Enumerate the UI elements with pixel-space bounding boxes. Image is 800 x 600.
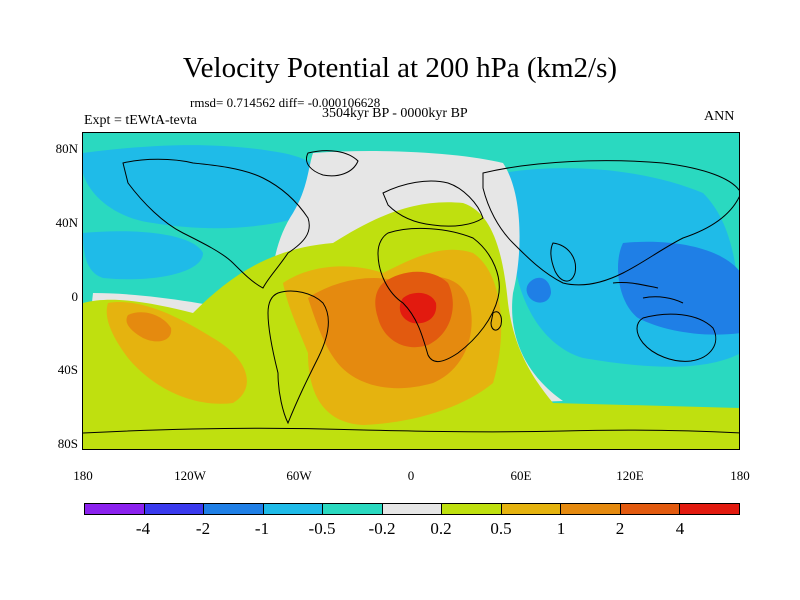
colorbar-box-7 — [442, 504, 502, 514]
antarctica-coast — [83, 427, 739, 434]
north-atlantic-blue-region — [83, 145, 330, 229]
colorbar-box-2 — [144, 504, 205, 514]
y-tick-80s: 80S — [57, 436, 78, 451]
period-label: 3504kyr BP - 0000kyr BP — [322, 106, 468, 121]
east-pacific-blue-region — [83, 231, 203, 280]
velocity-potential-map — [83, 133, 739, 449]
colorbar — [84, 503, 740, 515]
map-panel — [82, 132, 740, 450]
maritime-continent-coast — [612, 282, 684, 304]
x-tick-0: 0 — [407, 468, 415, 483]
colorbar-label-3: -1 — [254, 519, 270, 538]
colorbar-label-2: -2 — [195, 519, 211, 538]
south-america-coast — [267, 290, 329, 425]
colorbar-label-7: 0.5 — [490, 519, 512, 538]
colorbar-label-5: -0.2 — [368, 519, 396, 538]
colorbar-box-5 — [323, 504, 383, 514]
x-tick-180w: 180 — [73, 468, 93, 483]
west-pacific-deep-blue-region — [618, 241, 739, 335]
south-pacific-orange-core — [126, 312, 172, 342]
x-tick-60e: 60E — [510, 468, 532, 483]
y-tick-80n: 80N — [55, 141, 78, 156]
stats-line: rmsd= 0.714562 diff= -0.000106628 — [190, 95, 381, 110]
colorbar-label-10: 4 — [675, 519, 685, 538]
colorbar-box-6 — [382, 504, 443, 514]
colorbar-label-6: 0.2 — [430, 519, 452, 538]
colorbar-box-10 — [620, 504, 681, 514]
maritime-continent-blue-spot — [526, 277, 551, 303]
x-tick-180e: 180 — [730, 468, 750, 483]
colorbar-box-11 — [680, 504, 740, 514]
europe-coast — [382, 180, 484, 227]
x-tick-120e: 120E — [616, 468, 644, 483]
positive-field-red-core — [399, 292, 437, 324]
australia-coast — [636, 313, 717, 362]
experiment-label: Expt = tEWtA-tevta — [84, 113, 197, 128]
season-label: ANN — [704, 109, 735, 124]
colorbar-box-8 — [501, 504, 562, 514]
indian-subcontinent-coast — [550, 242, 577, 282]
y-tick-40n: 40N — [55, 215, 78, 230]
madagascar-coast — [490, 311, 502, 331]
y-tick-40s: 40S — [57, 362, 78, 377]
colorbar-box-4 — [263, 504, 324, 514]
x-tick-60w: 60W — [286, 468, 312, 483]
x-tick-120w: 120W — [174, 468, 206, 483]
greenland-coast — [306, 150, 359, 177]
colorbar-box-9 — [561, 504, 621, 514]
coastlines — [83, 150, 739, 434]
colorbar-box-3 — [204, 504, 264, 514]
colorbar-box-1 — [85, 504, 145, 514]
colorbar-label-8: 1 — [556, 519, 566, 538]
colorbar-label-4: -0.5 — [308, 519, 336, 538]
africa-coast — [377, 227, 500, 362]
north-america-coast — [122, 158, 310, 289]
plot-title: Velocity Potential at 200 hPa (km2/s) — [182, 52, 618, 84]
asia-coast — [482, 160, 739, 286]
colorbar-label-1: -4 — [135, 519, 151, 538]
colorbar-label-9: 2 — [615, 519, 625, 538]
y-tick-0: 0 — [71, 289, 79, 304]
